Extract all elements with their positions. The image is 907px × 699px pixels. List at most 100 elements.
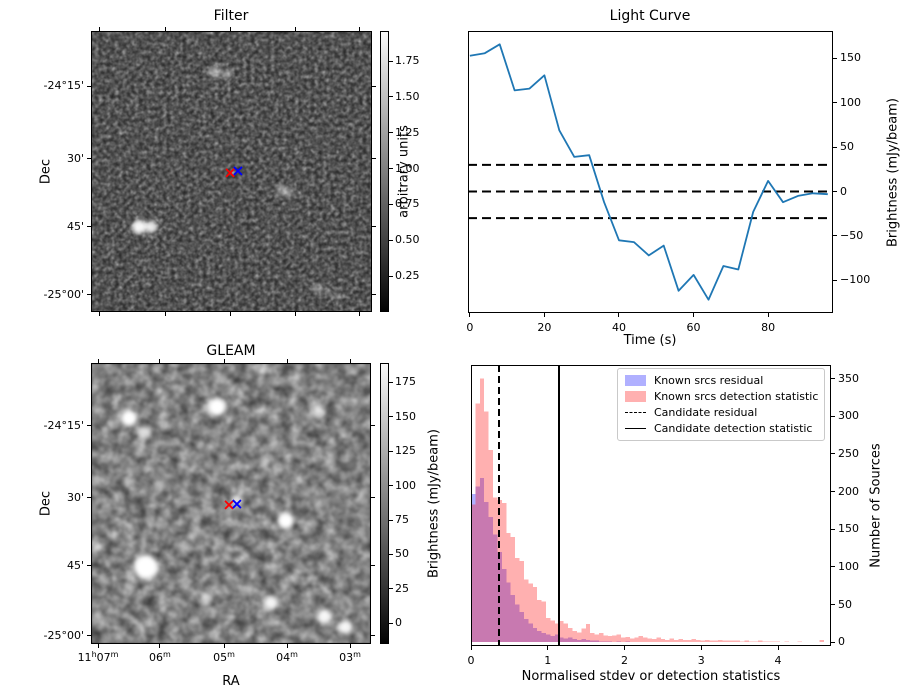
filter-y-tick [372,226,376,228]
filter-y-tick [87,85,91,87]
light-curve-x-tick [767,313,769,317]
light-curve-y-tick [833,235,837,237]
histogram-x-tick-label: 2 [621,654,629,667]
light-curve-x-tick [543,313,545,317]
filter-x-tick [165,312,167,316]
gleam-x-tick [349,644,351,648]
filter-y-tick-label: -25°00' [43,287,85,301]
histogram-x-tick-label: 0 [467,654,475,667]
legend-label: Known srcs residual [654,373,764,387]
histogram-x-tick [547,646,549,650]
gleam-colorbar-tick [389,416,393,418]
gleam-x-tick-label: 05m [213,650,235,664]
gleam-x-tick [286,644,288,648]
histogram-plot [471,365,825,646]
legend-swatch-blue-patch [625,374,646,386]
gleam-y-tick-label: 30' [66,490,84,504]
gleam-colorbar-tick [389,622,393,624]
histogram-y-tick [831,641,835,643]
gleam-colorbar-tick-label: 50 [395,547,409,561]
gleam-title: GLEAM [206,343,256,359]
histogram-y-tick [831,491,835,493]
filter-y-tick [87,226,91,228]
gleam-y-tick-label: 45' [66,558,84,572]
filter-image [91,31,372,312]
histogram-y-tick [831,566,835,568]
filter-colorbar-tick [389,96,393,98]
gleam-x-tick-label: 11h07m [77,650,119,664]
filter-colorbar-tick [389,132,393,134]
gleam-y-tick [371,565,375,567]
gleam-x-tick [159,359,161,363]
filter-x-tick [99,27,101,31]
light-curve-y-tick-label: 150 [840,51,861,65]
legend-item-known-srcs-residual: Known srcs residual [625,374,817,387]
gleam-x-tick-label: 03m [339,650,361,664]
histogram-y-tick [831,453,835,455]
histogram-y-tick [831,378,835,380]
gleam-colorbar-tick-label: 175 [395,375,416,389]
gleam-xlabel: RA [222,674,240,689]
legend-item-known-srcs-detection: Known srcs detection statistic [625,390,818,403]
gleam-colorbar-tick-label: 100 [395,478,416,492]
filter-y-tick [87,158,91,160]
light-curve-axes-frame [468,31,833,313]
filter-x-tick [165,27,167,31]
filter-x-tick [359,27,361,31]
histogram-x-tick [470,646,472,650]
histogram-y-tick-label: 250 [838,446,859,460]
light-curve-x-tick-label: 40 [611,321,626,334]
filter-colorbar-tick-label: 1.50 [395,89,420,103]
gleam-colorbar-tick-label: 125 [395,444,416,458]
light-curve-y-tick [833,57,837,59]
light-curve-title: Light Curve [609,8,691,24]
histogram-y-tick [831,528,835,530]
light-curve-y-tick-label: 100 [840,95,861,109]
light-curve-plot [468,43,833,301]
light-curve-y-tick [833,102,837,104]
filter-y-tick [372,294,376,296]
histogram-y-tick-label: 150 [838,522,859,536]
gleam-y-tick [371,635,375,637]
gleam-x-tick-label: 04m [276,650,298,664]
gleam-y-tick-label: -25°00' [43,628,85,642]
light-curve-x-tick-label: 20 [537,321,552,334]
gleam-colorbar-tick [389,519,393,521]
legend-item-candidate-residual: Candidate residual [625,406,817,419]
filter-x-tick [359,312,361,316]
gleam-colorbar [380,363,389,644]
histogram-y-tick-label: 50 [838,597,852,611]
gleam-colorbar-tick [389,553,393,555]
light-curve-y-tick [833,279,837,281]
filter-y-tick [87,294,91,296]
filter-colorbar-tick [389,168,393,170]
light-curve-y-tick-label: 50 [840,140,854,154]
light-curve-y-tick-label: −50 [840,228,864,242]
histogram-y-tick [831,415,835,417]
histogram-x-tick-label: 1 [544,654,552,667]
light-curve-y-tick [833,146,837,148]
gleam-y-tick [87,425,91,427]
gleam-x-tick [349,359,351,363]
filter-y-tick [372,85,376,87]
gleam-colorbar-tick-label: 150 [395,409,416,423]
gleam-x-tick [286,359,288,363]
gleam-y-tick [371,425,375,427]
filter-x-tick [230,312,232,316]
gleam-x-tick [223,644,225,648]
histogram-x-tick [777,646,779,650]
histogram-x-tick-label: 3 [697,654,705,667]
filter-colorbar-tick-label: 1.25 [395,125,420,139]
gleam-y-tick [371,497,375,499]
gleam-y-tick [87,635,91,637]
light-curve-x-tick-label: 0 [466,321,474,334]
filter-colorbar-tick-label: 1.75 [395,54,420,68]
histogram-y-tick-label: 300 [838,409,859,423]
filter-y-tick-label: 30' [66,151,84,165]
filter-colorbar-tick [389,239,393,241]
filter-x-tick [230,27,232,31]
legend-swatch-red-patch [625,390,646,402]
gleam-colorbar-tick-label: 25 [395,581,409,595]
gleam-x-tick [159,644,161,648]
